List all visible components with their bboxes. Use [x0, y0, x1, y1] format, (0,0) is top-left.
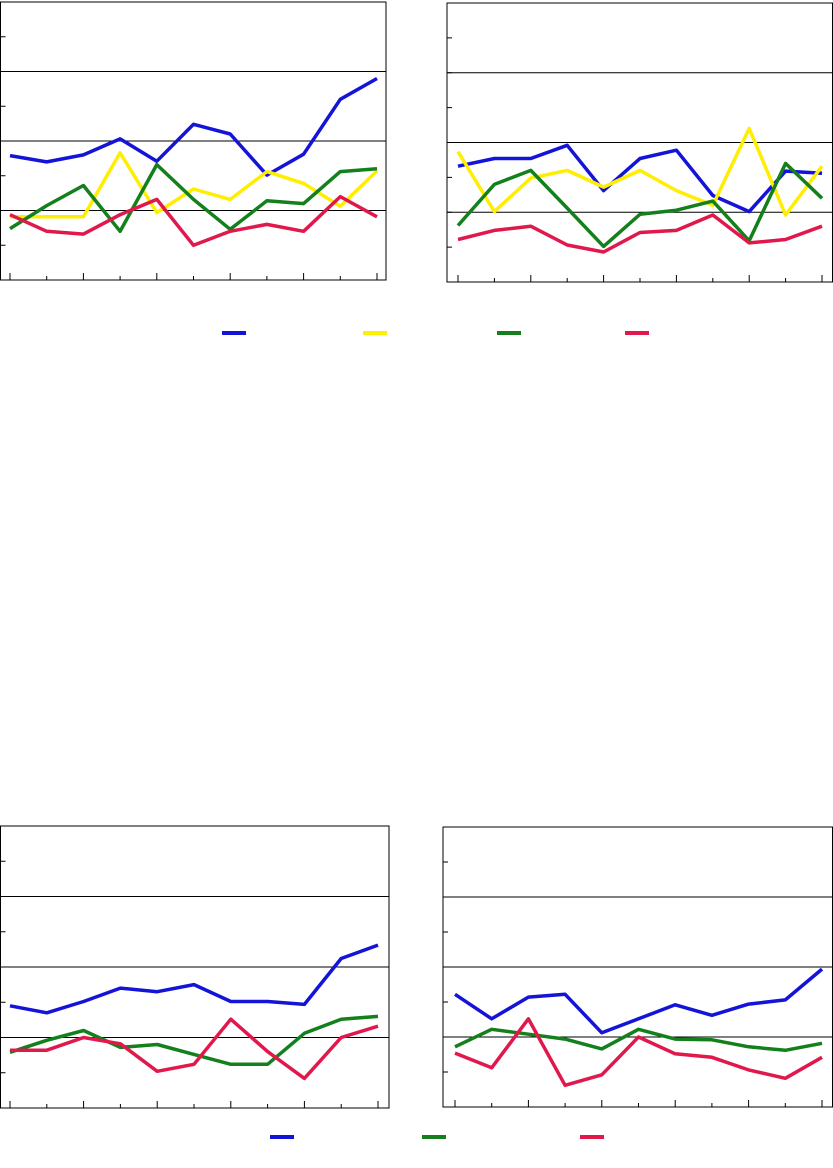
data-line [457, 143, 823, 214]
data-line [454, 1027, 823, 1053]
data-line [9, 1014, 379, 1067]
data-line [10, 151, 379, 219]
data-line [456, 161, 824, 249]
data-line [10, 1017, 379, 1081]
data-line [9, 76, 378, 177]
data-line [454, 967, 824, 1035]
data-line [456, 126, 824, 217]
data-line [454, 1017, 823, 1088]
data-line [9, 194, 378, 248]
data-line [457, 213, 823, 254]
data-line [9, 943, 379, 1015]
data-line [9, 162, 378, 234]
